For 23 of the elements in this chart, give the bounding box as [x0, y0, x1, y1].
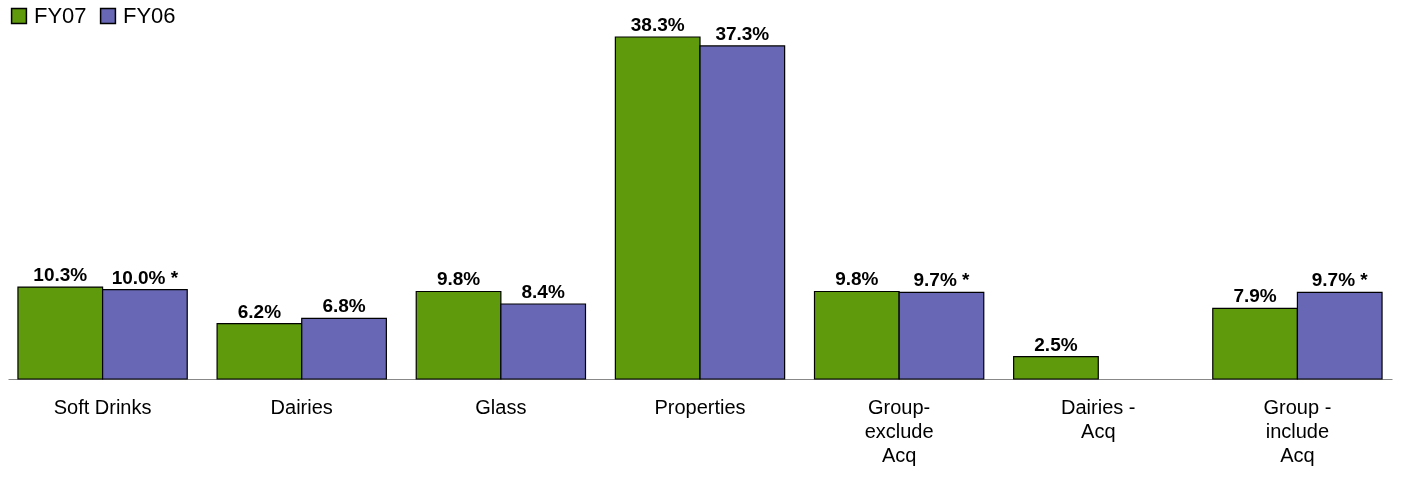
data-label: 6.2% [237, 300, 282, 322]
data-label: 6.8% [322, 295, 366, 317]
data-label: 7.9% [1233, 285, 1277, 307]
x-tick-label: Group- exclude Acq [864, 395, 934, 466]
data-label: 9.8% [835, 268, 879, 290]
data-label: 8.4% [521, 280, 565, 302]
data-label: 37.3% [715, 22, 770, 44]
x-tick-label: Glass [475, 395, 527, 418]
data-label: 10.0% * [111, 266, 179, 288]
data-label: 38.3% [630, 14, 685, 35]
bar [1013, 356, 1099, 380]
x-tick-label: Dairies - Acq [1061, 395, 1136, 442]
x-tick-label: Soft Drinks [53, 395, 152, 418]
data-label: 9.8% [436, 268, 481, 290]
legend-label: FY06 [123, 3, 176, 28]
x-tick-label: Dairies [270, 395, 333, 418]
x-tick-label: Properties [654, 395, 746, 418]
data-label: 9.7% * [913, 269, 971, 291]
data-label: 2.5% [1034, 333, 1078, 355]
x-tick-label: Group - include Acq [1263, 395, 1332, 466]
legend-label: FY07 [34, 3, 87, 28]
data-label: 9.7% * [1311, 269, 1369, 291]
data-label: 10.3% [33, 264, 88, 286]
